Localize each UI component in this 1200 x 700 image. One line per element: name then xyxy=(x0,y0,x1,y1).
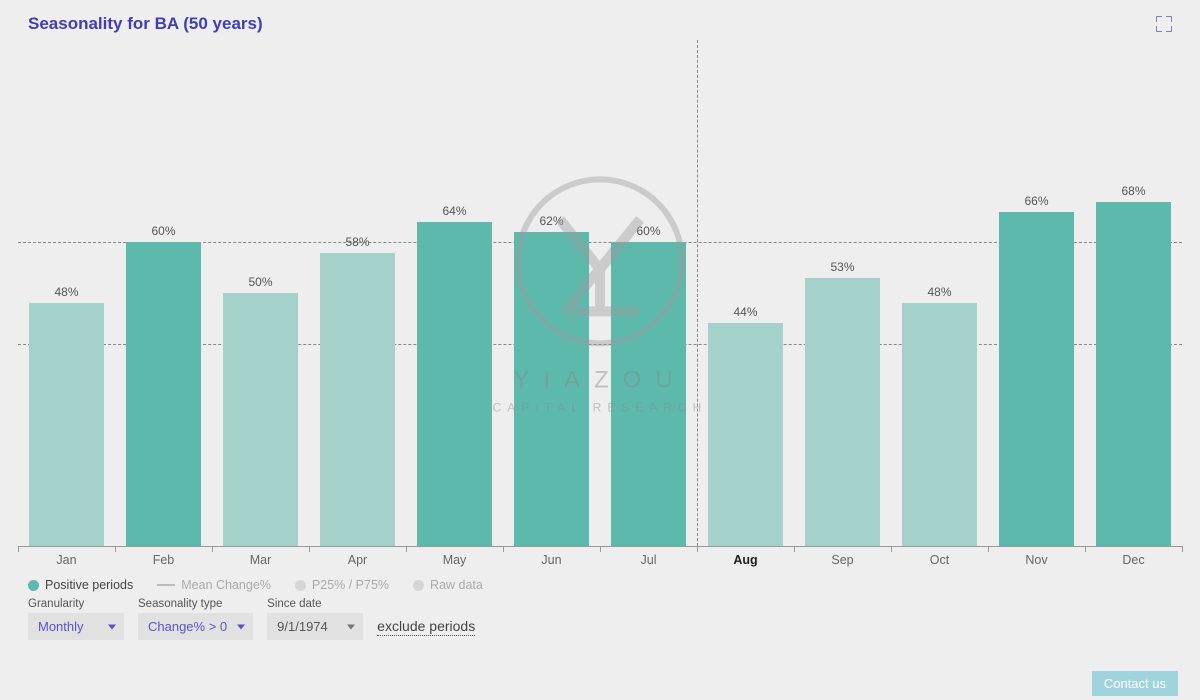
x-axis-tick xyxy=(503,546,504,552)
bar-slot: 64% xyxy=(406,40,503,546)
exclude-periods-link[interactable]: exclude periods xyxy=(377,618,475,636)
x-axis-tick xyxy=(115,546,116,552)
seasonality-chart: 48%60%50%58%64%62%60%44%53%48%66%68% YIA… xyxy=(18,40,1182,570)
x-axis-label: Oct xyxy=(891,547,988,570)
fullscreen-icon[interactable] xyxy=(1156,16,1172,32)
bar-slot: 60% xyxy=(600,40,697,546)
x-axis-label: Jun xyxy=(503,547,600,570)
x-axis-tick xyxy=(600,546,601,552)
since-date-label: Since date xyxy=(267,598,363,610)
bar-slot: 62% xyxy=(503,40,600,546)
x-axis-label: Feb xyxy=(115,547,212,570)
legend-label: P25% / P75% xyxy=(312,578,389,592)
x-axis-label: Nov xyxy=(988,547,1085,570)
x-axis-tick xyxy=(212,546,213,552)
bar-value-label: 68% xyxy=(1121,184,1145,198)
x-axis-tick xyxy=(1085,546,1086,552)
chart-title: Seasonality for BA (50 years) xyxy=(28,14,263,34)
x-axis-tick xyxy=(18,546,19,552)
x-axis-label: Apr xyxy=(309,547,406,570)
granularity-select[interactable]: Monthly xyxy=(28,613,124,640)
x-axis-label: May xyxy=(406,547,503,570)
bar-slot: 66% xyxy=(988,40,1085,546)
legend-dot-icon xyxy=(28,580,39,591)
x-axis-label: Jan xyxy=(18,547,115,570)
bar[interactable]: 48% xyxy=(29,303,105,546)
bar[interactable]: 60% xyxy=(126,242,202,546)
legend-item[interactable]: Raw data xyxy=(413,578,483,592)
bar[interactable]: 60% xyxy=(611,242,687,546)
bar-slot: 60% xyxy=(115,40,212,546)
x-axis-tick xyxy=(988,546,989,552)
legend-label: Mean Change% xyxy=(181,578,271,592)
granularity-value: Monthly xyxy=(38,619,84,634)
x-axis-tick xyxy=(794,546,795,552)
bar[interactable]: 48% xyxy=(902,303,978,546)
seasonality-type-label: Seasonality type xyxy=(138,598,253,610)
x-axis-tick xyxy=(697,546,698,552)
since-date-select[interactable]: 9/1/1974 xyxy=(267,613,363,640)
bar-slot: 50% xyxy=(212,40,309,546)
bar-slot: 44% xyxy=(697,40,794,546)
bar-value-label: 66% xyxy=(1024,194,1048,208)
x-axis-label: Sep xyxy=(794,547,891,570)
bar[interactable]: 58% xyxy=(320,253,396,546)
chart-legend: Positive periods Mean Change% P25% / P75% R… xyxy=(0,570,1200,594)
chevron-down-icon xyxy=(347,624,355,629)
x-axis-tick xyxy=(1182,546,1183,552)
bar-slot: 53% xyxy=(794,40,891,546)
legend-label: Raw data xyxy=(430,578,483,592)
seasonality-type-value: Change% > 0 xyxy=(148,619,227,634)
since-date-value: 9/1/1974 xyxy=(277,619,328,634)
legend-item[interactable]: Positive periods xyxy=(28,578,133,592)
x-axis-tick xyxy=(891,546,892,552)
legend-line-icon xyxy=(157,584,175,586)
chevron-down-icon xyxy=(237,624,245,629)
bar[interactable]: 62% xyxy=(514,232,590,546)
legend-item[interactable]: Mean Change% xyxy=(157,578,271,592)
chevron-down-icon xyxy=(108,624,116,629)
bar-value-label: 62% xyxy=(539,214,563,228)
bar[interactable]: 66% xyxy=(999,212,1075,546)
bar-slot: 48% xyxy=(18,40,115,546)
x-axis-label: Jul xyxy=(600,547,697,570)
bar-value-label: 44% xyxy=(733,305,757,319)
x-axis-tick xyxy=(406,546,407,552)
x-axis-label: Mar xyxy=(212,547,309,570)
bar-value-label: 64% xyxy=(442,204,466,218)
chart-controls: Granularity Monthly Seasonality type Cha… xyxy=(0,594,1200,640)
bar-value-label: 48% xyxy=(54,285,78,299)
x-axis-label: Aug xyxy=(697,547,794,570)
legend-item[interactable]: P25% / P75% xyxy=(295,578,389,592)
bar-value-label: 60% xyxy=(151,224,175,238)
bar[interactable]: 53% xyxy=(805,278,881,546)
seasonality-type-select[interactable]: Change% > 0 xyxy=(138,613,253,640)
bar-value-label: 50% xyxy=(248,275,272,289)
x-axis-tick xyxy=(309,546,310,552)
legend-label: Positive periods xyxy=(45,578,133,592)
bar-value-label: 48% xyxy=(927,285,951,299)
legend-dot-icon xyxy=(413,580,424,591)
bar[interactable]: 44% xyxy=(708,323,784,546)
x-axis-label: Dec xyxy=(1085,547,1182,570)
bar-value-label: 58% xyxy=(345,235,369,249)
contact-us-button[interactable]: Contact us xyxy=(1092,671,1178,696)
bar-slot: 68% xyxy=(1085,40,1182,546)
bar-value-label: 53% xyxy=(830,260,854,274)
bar-slot: 48% xyxy=(891,40,988,546)
legend-dot-icon xyxy=(295,580,306,591)
bar[interactable]: 68% xyxy=(1096,202,1172,546)
bar-slot: 58% xyxy=(309,40,406,546)
granularity-label: Granularity xyxy=(28,598,124,610)
bar[interactable]: 64% xyxy=(417,222,493,546)
bar[interactable]: 50% xyxy=(223,293,299,546)
bar-value-label: 60% xyxy=(636,224,660,238)
